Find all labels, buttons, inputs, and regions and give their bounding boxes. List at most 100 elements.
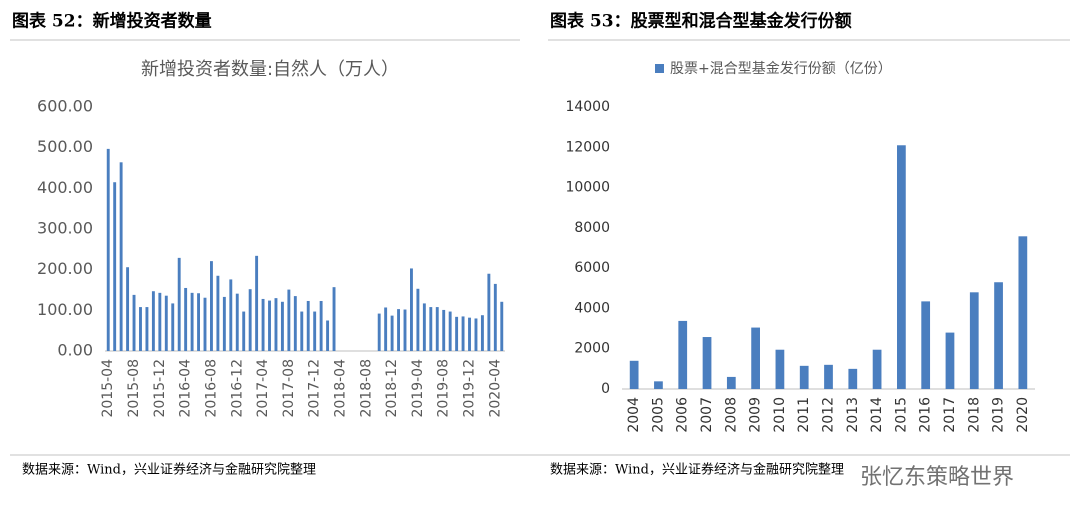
x-tick-label: 2015-08 — [126, 359, 142, 418]
y-tick-label: 8000 — [574, 220, 610, 236]
bar — [824, 364, 833, 389]
bar — [210, 261, 213, 351]
bar — [775, 349, 785, 389]
bar — [222, 296, 226, 351]
watermark: 张忆东策略世界 — [860, 465, 1014, 490]
bar — [280, 301, 284, 351]
bar — [429, 307, 433, 351]
y-tick-label: 400.00 — [37, 178, 93, 197]
legend-label: 股票+混合型基金发行份额（亿份） — [670, 60, 892, 77]
bar — [106, 148, 110, 351]
x-tick-label: 2019-04 — [410, 359, 426, 418]
y-tick-label: 0.00 — [57, 341, 93, 360]
bar — [300, 311, 304, 351]
legend-swatch — [655, 64, 664, 73]
bar — [435, 307, 439, 351]
bar — [216, 275, 220, 351]
bar — [702, 337, 712, 389]
y-tick-label: 100.00 — [37, 300, 93, 319]
bar — [848, 368, 858, 389]
bar — [397, 309, 400, 351]
x-tick-label: 2016-08 — [203, 359, 219, 418]
x-tick-label: 2005 — [650, 397, 666, 433]
x-tick-label: 2019-08 — [436, 359, 452, 418]
y-tick-label: 200.00 — [37, 259, 93, 278]
bar — [474, 318, 478, 351]
bar — [145, 307, 149, 351]
x-tick-label: 2017-04 — [255, 359, 271, 418]
bar — [377, 313, 381, 351]
bar — [313, 311, 317, 351]
bar — [287, 289, 291, 351]
figure-title: 图表 53：股票型和混合型基金发行份额 — [550, 11, 852, 32]
chart-title: 新增投资者数量:自然人（万人） — [141, 59, 399, 80]
bar — [654, 381, 663, 389]
bar — [500, 301, 504, 351]
x-tick-label: 2004 — [626, 397, 642, 433]
x-tick-label: 2020-04 — [487, 359, 503, 418]
x-tick-label: 2015-12 — [152, 359, 168, 418]
y-tick-label: 14000 — [565, 99, 610, 115]
x-tick-label: 2016 — [918, 397, 934, 433]
x-tick-label: 2017-08 — [281, 359, 297, 418]
bar — [994, 282, 1003, 389]
bar — [468, 317, 471, 351]
bar — [629, 360, 639, 389]
bar — [203, 297, 207, 351]
y-tick-label: 4000 — [574, 300, 610, 316]
y-tick-label: 10000 — [565, 180, 610, 196]
bar — [897, 145, 906, 389]
source: 数据来源：Wind，兴业证券经济与金融研究院整理 — [22, 462, 316, 478]
bar — [293, 296, 297, 351]
x-tick-label: 2018 — [966, 397, 982, 433]
x-tick-label: 2017-12 — [307, 359, 323, 418]
bar — [416, 288, 420, 351]
x-tick-label: 2017 — [942, 397, 958, 433]
source: 数据来源：Wind，兴业证券经济与金融研究院整理 — [550, 462, 844, 478]
x-tick-label: 2008 — [723, 397, 739, 433]
bar — [113, 182, 117, 351]
x-tick-label: 2016-12 — [229, 359, 245, 418]
bar — [126, 267, 130, 351]
bar — [151, 291, 155, 351]
bar — [493, 283, 497, 351]
bar — [119, 162, 123, 351]
bar — [190, 292, 194, 351]
x-tick-label: 2015-04 — [100, 359, 116, 418]
bar — [410, 268, 413, 351]
x-tick-label: 2015 — [893, 397, 909, 433]
figure-title: 图表 52：新增投资者数量 — [12, 11, 212, 32]
y-tick-label: 6000 — [574, 260, 610, 276]
bar — [319, 300, 323, 351]
y-tick-label: 0 — [601, 381, 610, 397]
x-tick-label: 2012 — [821, 397, 837, 433]
bar — [921, 301, 931, 389]
x-tick-label: 2018-12 — [384, 359, 400, 418]
bar — [158, 292, 162, 351]
bar — [132, 294, 136, 351]
bar — [487, 273, 491, 351]
bar — [255, 255, 259, 351]
bar — [726, 376, 736, 389]
bar — [242, 311, 246, 351]
bar — [480, 315, 484, 351]
x-tick-label: 2006 — [675, 397, 691, 433]
x-tick-label: 2011 — [796, 397, 812, 433]
bar — [461, 316, 465, 351]
bar — [969, 292, 979, 389]
x-tick-label: 2018-08 — [358, 359, 374, 418]
bar — [274, 298, 278, 351]
bar — [872, 349, 882, 389]
bar — [422, 303, 426, 351]
x-tick-label: 2020 — [1015, 397, 1031, 433]
x-tick-label: 2016-04 — [178, 359, 194, 418]
bar — [177, 257, 181, 351]
bar — [164, 295, 168, 351]
y-tick-label: 12000 — [565, 139, 610, 155]
x-tick-label: 2018-04 — [332, 359, 348, 418]
x-tick-label: 2019-12 — [462, 359, 478, 418]
bar — [448, 311, 452, 351]
y-tick-label: 2000 — [574, 341, 610, 357]
bar — [1018, 236, 1028, 389]
